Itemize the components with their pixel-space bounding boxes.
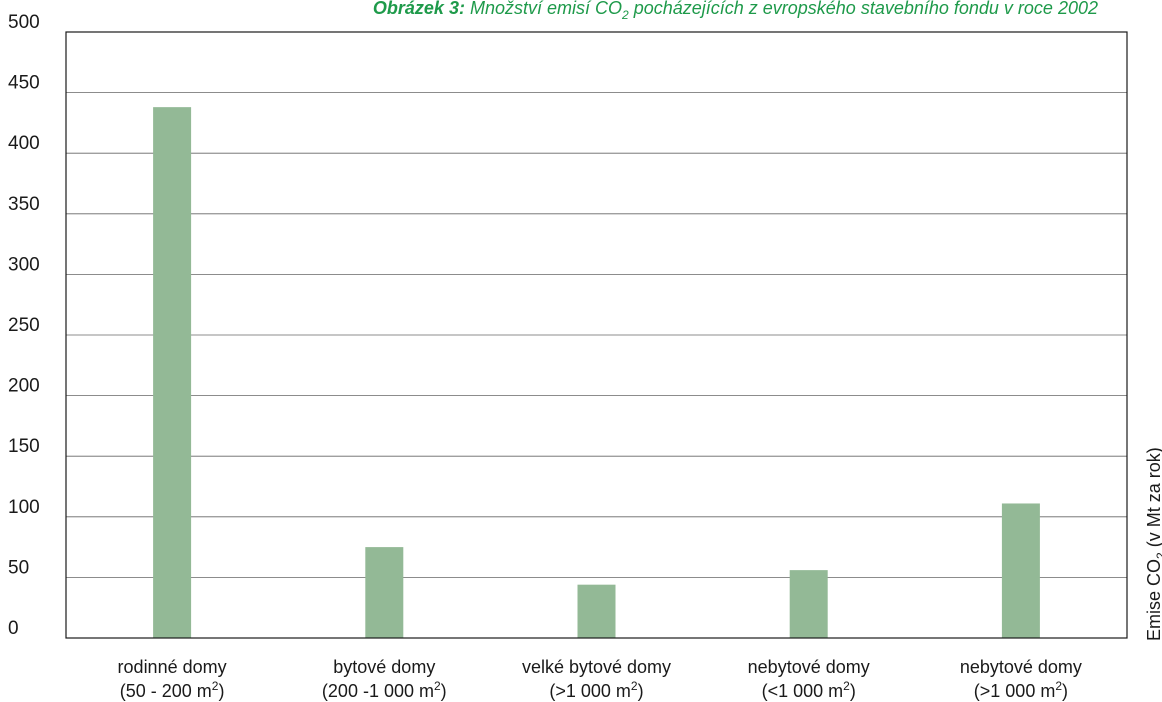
x-tick-sublabel-superscript: 2 <box>434 679 441 693</box>
x-tick-sublabel-close: ) <box>638 681 644 701</box>
x-tick-sublabel-close: ) <box>1062 681 1068 701</box>
x-tick-sublabel-text: (200 -1 000 m <box>322 681 434 701</box>
chart-title-prefix: Obrázek 3: <box>373 0 465 18</box>
y-tick-label: 450 <box>8 73 40 94</box>
chart-title-main: Množství emisí CO <box>470 0 622 18</box>
x-tick-sublabel: (<1 000 m2) <box>762 679 856 701</box>
x-tick-sublabel: (50 - 200 m2) <box>120 679 225 701</box>
bar <box>153 107 192 639</box>
x-tick-sublabel-close: ) <box>850 681 856 701</box>
y-tick-label: 200 <box>8 376 40 397</box>
gridlines <box>66 92 1127 578</box>
x-tick-sublabel-close: ) <box>441 681 447 701</box>
bar <box>365 547 404 638</box>
x-tick-sublabel-superscript: 2 <box>1055 679 1062 693</box>
bar <box>577 584 616 638</box>
y-tick-label: 350 <box>8 194 40 215</box>
x-tick-label: nebytové domy <box>748 657 870 677</box>
x-tick-sublabel-superscript: 2 <box>843 679 850 693</box>
x-tick-sublabel: (>1 000 m2) <box>974 679 1068 701</box>
y-tick-label: 150 <box>8 436 40 457</box>
x-tick-label: nebytové domy <box>960 657 1082 677</box>
x-tick-sublabel-superscript: 2 <box>631 679 638 693</box>
y-tick-label: 300 <box>8 254 40 275</box>
x-tick-sublabel-close: ) <box>218 681 224 701</box>
x-tick-label: bytové domy <box>333 657 435 677</box>
chart-title: Obrázek 3: Množství emisí CO2 pocházejíc… <box>373 0 1098 22</box>
x-tick-sublabel: (>1 000 m2) <box>549 679 643 701</box>
x-axis-ticks: rodinné domy(50 - 200 m2)bytové domy(200… <box>118 657 1082 701</box>
y-tick-label: 50 <box>8 557 29 578</box>
chart-title-subscript: 2 <box>621 8 629 22</box>
x-tick-sublabel-text: (50 - 200 m <box>120 681 212 701</box>
y-tick-label: 250 <box>8 315 40 336</box>
y-tick-label: 500 <box>8 12 40 33</box>
bar <box>1001 503 1040 638</box>
y-tick-label: 0 <box>8 618 19 639</box>
plot-frame <box>65 31 1128 639</box>
chart-title-end: pocházejících z evropského stavebního fo… <box>629 0 1098 18</box>
y-axis-label-subscript: 2 <box>1154 552 1162 559</box>
x-tick-label: rodinné domy <box>118 657 227 677</box>
bars <box>153 107 1040 639</box>
x-tick-label: velké bytové domy <box>522 657 671 677</box>
y-tick-label: 400 <box>8 133 40 154</box>
y-axis-label: Emise CO2 (v Mt za rok) <box>1144 447 1162 641</box>
x-tick-sublabel-superscript: 2 <box>212 679 219 693</box>
x-tick-sublabel: (200 -1 000 m2) <box>322 679 447 701</box>
y-axis-label-main: Emise CO <box>1144 559 1162 641</box>
y-axis-label-end: (v Mt za rok) <box>1144 447 1162 552</box>
x-tick-sublabel-text: (<1 000 m <box>762 681 844 701</box>
y-axis-ticks: 0 50 100 150 200 250 300 350 400 450 500 <box>8 12 40 639</box>
x-tick-sublabel-text: (>1 000 m <box>549 681 631 701</box>
y-tick-label: 100 <box>8 497 40 518</box>
x-tick-sublabel-text: (>1 000 m <box>974 681 1056 701</box>
bar <box>789 570 828 638</box>
